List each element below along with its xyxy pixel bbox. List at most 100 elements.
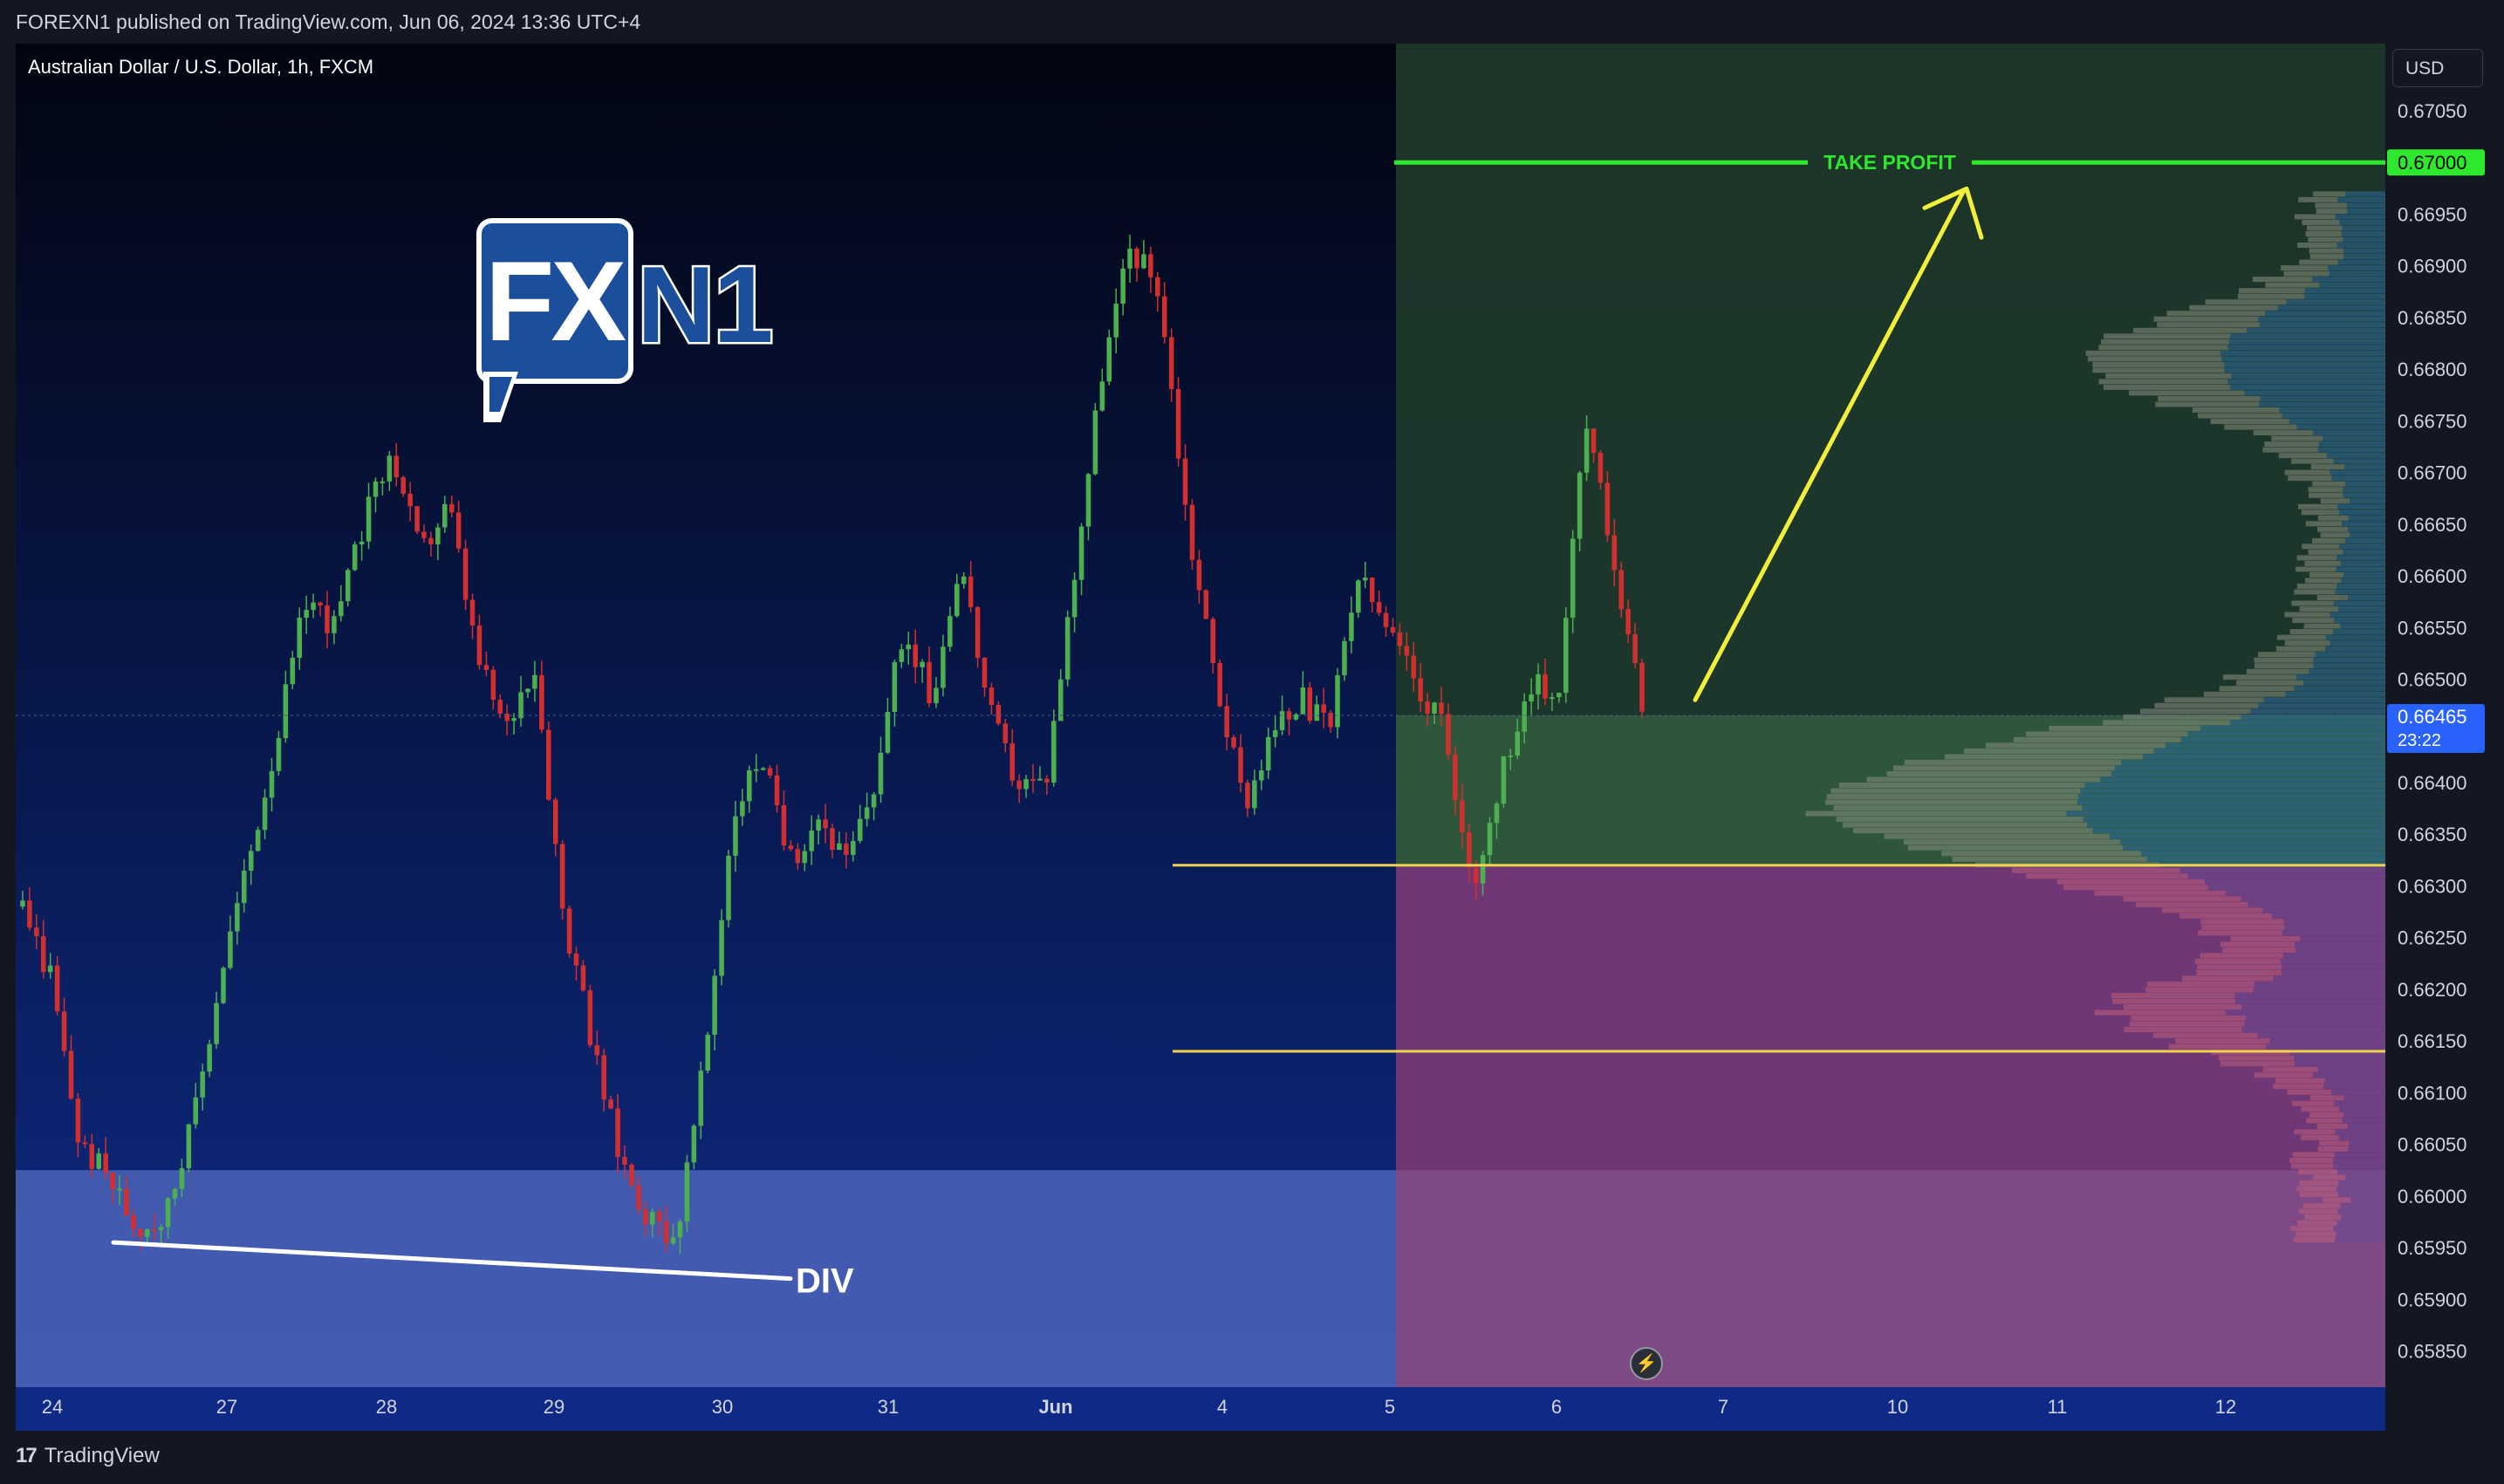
volume-profile-bar (2221, 356, 2385, 362)
candle-body (615, 1108, 620, 1157)
candle-body (1231, 736, 1236, 748)
candle-body (490, 669, 496, 701)
candle-body (1182, 458, 1188, 505)
candle-body (1009, 742, 1016, 781)
candle-body (740, 801, 745, 817)
volume-profile-bar (2298, 196, 2338, 202)
volume-profile-bar (2275, 646, 2326, 652)
candle-body (788, 845, 794, 850)
volume-profile-bar (2254, 657, 2314, 663)
candle-body (1494, 804, 1500, 824)
volume-profile-bar (2301, 1134, 2339, 1140)
candle-body (75, 1098, 81, 1143)
candle-body (504, 713, 510, 721)
volume-profile-bar (2302, 219, 2340, 225)
candle-body (1259, 770, 1264, 781)
volume-profile-bar (2087, 356, 2222, 362)
volume-profile-bar (2295, 1231, 2336, 1237)
price-tick-label: 0.66900 (2398, 256, 2467, 277)
candle-body (1106, 337, 1112, 382)
tradingview-brand[interactable]: 17 TradingView (16, 1444, 160, 1468)
volume-profile-bar (2341, 560, 2385, 566)
volume-profile-bar (2094, 1009, 2226, 1016)
currency-button[interactable]: USD (2392, 49, 2483, 87)
volume-profile-bar (2342, 225, 2385, 231)
volume-profile-bar (2282, 413, 2385, 419)
volume-profile-bar (2295, 1061, 2385, 1067)
candle-body (892, 661, 898, 712)
volume-profile-bar (2331, 475, 2385, 482)
candle-body (636, 1185, 641, 1210)
volume-profile-bar (2308, 549, 2343, 555)
candle-body (221, 968, 226, 1003)
volume-profile-bar (2302, 544, 2340, 550)
candle-body (407, 493, 413, 507)
volume-profile-bar (2329, 270, 2385, 277)
candle-body (1639, 662, 1645, 712)
volume-profile-bar (2325, 646, 2385, 652)
volume-profile-bar (1826, 794, 2078, 800)
replay-button[interactable]: ⚡ (1630, 1347, 1663, 1380)
volume-profile-bar (2265, 311, 2385, 317)
price-chart[interactable]: TAKE PROFIT DIV 0.67050 0.67000 0.66950 0.66… (16, 44, 2489, 1431)
candle-body (684, 1162, 690, 1222)
volume-profile-bar (2210, 419, 2289, 425)
candle-body (151, 1229, 157, 1232)
volume-profile-bar (1866, 776, 2101, 783)
volume-profile-bar (2291, 458, 2334, 464)
price-tick-label: 0.66150 (2398, 1030, 2467, 1052)
candle-body (670, 1237, 676, 1244)
candle-body (414, 506, 420, 532)
volume-profile-bar (2299, 606, 2338, 612)
candle-body (809, 831, 814, 851)
volume-profile-bar (2056, 879, 2206, 885)
candle-body (34, 927, 39, 937)
volume-profile-bar (2291, 600, 2334, 606)
volume-profile-bar (2301, 1106, 2339, 1112)
price-tick-label: 0.66250 (2398, 927, 2467, 949)
volume-profile-bar (1905, 759, 2122, 765)
volume-profile-bar (2239, 288, 2305, 294)
candle-body (228, 931, 233, 968)
volume-profile-bar (2244, 390, 2385, 396)
candle-body (20, 900, 25, 907)
candle-body (1570, 538, 1576, 619)
candle-body (387, 455, 393, 482)
volume-profile-bar (2179, 913, 2273, 919)
candle-body (255, 830, 261, 851)
candle-body (54, 965, 60, 1012)
volume-profile-bar (2234, 993, 2385, 999)
candle-body (1078, 526, 1084, 580)
volume-profile-bar (2297, 243, 2337, 249)
volume-profile-bar (2304, 560, 2342, 566)
volume-profile-bar (2266, 1043, 2385, 1050)
volume-profile-bar (2123, 896, 2241, 902)
volume-profile-bar (2092, 367, 2225, 373)
volume-profile-bar (2258, 316, 2385, 322)
price-tick-label: 0.66950 (2398, 203, 2467, 225)
price-tick-label: 0.65950 (2398, 1237, 2467, 1259)
candle-body (1356, 580, 1361, 613)
volume-profile-bar (2269, 1038, 2385, 1044)
volume-profile-bar (2284, 469, 2330, 475)
volume-profile-bar (2282, 930, 2385, 936)
candle-body (1349, 612, 1354, 641)
volume-profile-bar (1886, 770, 2111, 776)
volume-profile-bar (2309, 254, 2344, 260)
candle-body (1480, 855, 1486, 884)
tradingview-logo-icon: 17 (16, 1444, 38, 1467)
candle-body (968, 576, 974, 607)
candle-body (1210, 619, 1216, 664)
candle-body (96, 1153, 101, 1169)
volume-profile-bar (2252, 277, 2313, 283)
volume-profile-bar (2326, 453, 2385, 459)
volume-profile-bar (2316, 1123, 2348, 1129)
volume-profile-bar (2303, 623, 2341, 629)
volume-profile-bar (2340, 623, 2385, 629)
candle-body (559, 844, 565, 909)
price-tick-label: 0.66100 (2398, 1082, 2467, 1104)
volume-profile-bar (2295, 947, 2385, 953)
candle-body (110, 1173, 115, 1189)
volume-profile-bar (1944, 754, 2144, 760)
volume-profile-bar (2289, 1158, 2333, 1164)
